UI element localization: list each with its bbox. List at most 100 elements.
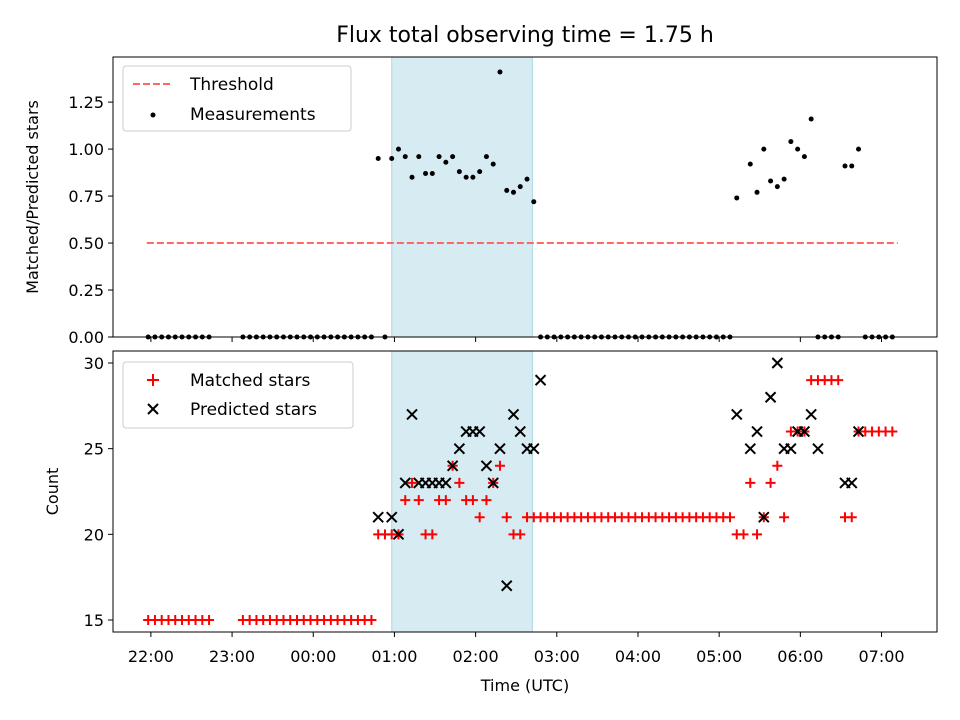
x-axis-label: Time (UTC) (480, 676, 569, 695)
matched-stars-point (846, 512, 857, 523)
x-tick-label: 23:00 (209, 647, 255, 666)
measurement-point (795, 146, 801, 152)
y-tick-label: 0.75 (68, 187, 104, 206)
measurement-point (768, 178, 774, 184)
ratio-plot-frame (112, 56, 938, 338)
observing-span-bottom (391, 350, 533, 633)
measurement-point (443, 159, 449, 165)
x-tick-label: 22:00 (128, 647, 174, 666)
measurement-point (510, 189, 516, 195)
measurement-point (517, 184, 523, 190)
matched-stars-point (833, 375, 844, 386)
matched-stars-point (752, 529, 763, 540)
legend-matched-label: Matched stars (190, 371, 310, 391)
measurement-point (450, 154, 456, 160)
y-tick-label: 1.25 (68, 93, 104, 112)
measurement-point (456, 169, 462, 175)
measurement-point (483, 154, 489, 160)
legend-measurements-swatch (150, 112, 156, 118)
x-tick-label: 03:00 (534, 647, 580, 666)
legend-matched-swatch (147, 374, 159, 386)
measurement-point (436, 154, 442, 160)
measurement-point (477, 169, 483, 175)
legend-predicted-label: Predicted stars (190, 400, 317, 420)
predicted-stars-point (771, 357, 784, 369)
y-tick-label: 0.50 (68, 234, 104, 253)
predicted-stars-point (731, 408, 743, 421)
ratio-x-ticks (150, 337, 883, 342)
predicted-stars-point (514, 425, 526, 438)
matched-stars-point (494, 460, 505, 471)
matched-stars-point (407, 477, 418, 488)
legend-predicted-swatch (147, 403, 159, 415)
x-tick-label: 00:00 (290, 647, 336, 666)
predicted-stars-point (406, 408, 418, 421)
matched-stars-point (779, 512, 790, 523)
y-tick-label: 20 (84, 525, 104, 544)
measurement-point (470, 174, 476, 180)
matched-stars-point (413, 495, 424, 506)
matched-stars-point (481, 495, 492, 506)
count-panel: 15 20 25 30 22:00 23:00 00:00 01:00 02:00 03:00 0… (43, 350, 938, 666)
x-tick-label: 04:00 (615, 647, 661, 666)
matched-stars-point (474, 512, 485, 523)
legend-measurements-label: Measurements (190, 105, 316, 125)
ratio-legend: Threshold Measurements (122, 65, 352, 132)
measurement-point (416, 154, 422, 160)
measurement-point (747, 161, 753, 167)
predicted-stars-point (751, 425, 763, 438)
y-tick-label: 15 (84, 611, 104, 630)
predicted-stars-point (487, 477, 499, 489)
matched-stars-point (887, 426, 898, 437)
predicted-stars-point (480, 460, 493, 472)
predicted-stars-point (372, 511, 384, 523)
matched-stars-point (515, 529, 526, 540)
x-tick-label: 05:00 (696, 647, 742, 666)
y-tick-label: 30 (84, 354, 104, 373)
measurement-point (423, 171, 429, 177)
predicted-stars-point (494, 442, 506, 455)
count-marks (143, 357, 898, 626)
x-tick-label: 02:00 (453, 647, 499, 666)
measurement-point (761, 146, 767, 152)
measurement-point (497, 69, 503, 75)
measurement-point (389, 155, 395, 161)
measurement-point (856, 146, 862, 152)
predicted-stars-point (852, 425, 865, 438)
measurement-point (531, 199, 537, 205)
matched-stars-point (738, 529, 749, 540)
matched-stars-point (454, 477, 465, 488)
measurement-point (788, 139, 794, 145)
count-legend-box (122, 361, 354, 429)
measurement-point (849, 163, 855, 169)
measurement-point (754, 189, 760, 195)
count-y-axis: 15 20 25 30 (84, 354, 113, 630)
ratio-panel: 0.00 0.25 0.50 0.75 1.00 1.25 Matched/Predict… (23, 56, 938, 347)
legend-threshold-label: Threshold (189, 75, 274, 95)
observing-span-top (391, 56, 533, 338)
measurement-point (504, 187, 510, 193)
measurement-point (774, 184, 780, 190)
matched-stars-point (501, 512, 512, 523)
predicted-stars-point (764, 391, 777, 403)
predicted-stars-point (453, 442, 466, 455)
matched-stars-point (440, 495, 451, 506)
matched-stars-point (467, 495, 478, 506)
count-plot-frame (112, 350, 938, 633)
ratio-y-label: Matched/Predicted stars (23, 100, 42, 294)
count-x-ticks: 22:00 23:00 00:00 01:00 02:00 03:00 04:00 05:00… (128, 632, 905, 666)
matched-stars-point (772, 460, 783, 471)
predicted-stars-point (785, 442, 797, 455)
predicted-stars-point (758, 511, 770, 523)
matched-stars-point (427, 529, 438, 540)
measurement-point (734, 195, 740, 201)
count-y-label: Count (43, 468, 62, 516)
chart-title: Flux total observing time = 1.75 h (336, 23, 714, 48)
matched-stars-point (745, 477, 756, 488)
predicted-stars-point (501, 580, 513, 592)
predicted-stars-point (473, 425, 486, 438)
predicted-stars-point (386, 511, 398, 523)
ratio-legend-box (122, 65, 352, 132)
predicted-stars-point (446, 460, 459, 472)
